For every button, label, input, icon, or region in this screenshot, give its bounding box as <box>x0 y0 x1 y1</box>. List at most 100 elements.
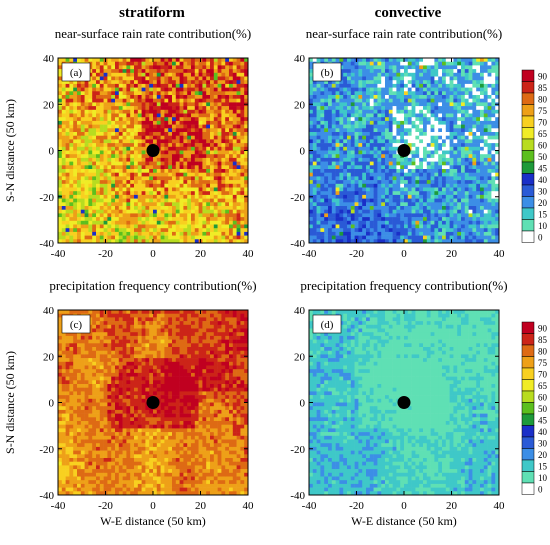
heatmap-cell <box>445 213 450 218</box>
heatmap-cell <box>491 113 496 118</box>
heatmap-cell <box>335 80 340 85</box>
heatmap-cell <box>419 220 424 225</box>
heatmap-cell <box>229 91 234 96</box>
heatmap-cell <box>191 180 196 185</box>
heatmap-cell <box>122 143 127 148</box>
heatmap-cell <box>179 169 184 173</box>
heatmap-cell <box>168 209 173 214</box>
heatmap-cell <box>61 146 66 151</box>
heatmap-cell <box>316 165 321 170</box>
heatmap-cell <box>126 139 131 144</box>
heatmap-cell <box>309 220 314 225</box>
heatmap-cell <box>103 80 108 85</box>
heatmap-cell <box>240 213 245 218</box>
heatmap-cell <box>373 76 378 81</box>
heatmap-cell <box>461 120 466 125</box>
heatmap-cell <box>434 169 439 173</box>
heatmap-cell <box>480 87 485 92</box>
heatmap-cell <box>464 117 469 122</box>
x-tick-label: 20 <box>195 248 207 260</box>
heatmap-cell <box>328 109 333 114</box>
heatmap-cell <box>69 231 74 236</box>
heatmap-cell <box>99 228 104 233</box>
heatmap-cell <box>445 206 450 210</box>
heatmap-cell <box>103 183 108 188</box>
heatmap-cell <box>442 72 447 77</box>
heatmap-cell <box>160 202 165 207</box>
heatmap-cell <box>339 209 344 214</box>
heatmap-cell <box>400 194 405 199</box>
heatmap-cell <box>377 213 382 218</box>
heatmap-cell <box>358 143 363 148</box>
heatmap-cell <box>240 146 245 151</box>
heatmap-cell <box>84 169 89 173</box>
heatmap-cell <box>331 180 336 185</box>
heatmap-cell <box>77 187 82 192</box>
heatmap-cell <box>156 198 161 203</box>
heatmap-cell <box>126 154 131 159</box>
heatmap-cell <box>404 228 409 233</box>
heatmap-cell <box>483 117 488 122</box>
heatmap-cell <box>419 98 424 103</box>
heatmap-cell <box>438 109 443 114</box>
heatmap-cell <box>73 187 78 192</box>
heatmap-cell <box>476 113 481 118</box>
heatmap-cell <box>107 87 112 92</box>
heatmap-cell <box>118 169 123 173</box>
heatmap-cell <box>115 209 120 214</box>
heatmap-cell <box>172 224 177 229</box>
heatmap-cell <box>210 198 215 203</box>
heatmap-cell <box>175 76 180 81</box>
heatmap-cell <box>396 161 401 166</box>
heatmap-cell <box>328 106 333 111</box>
heatmap-cell <box>453 198 458 203</box>
heatmap-cell <box>103 69 108 74</box>
heatmap-cell <box>464 61 469 66</box>
heatmap-cell <box>320 191 325 196</box>
heatmap-cell <box>217 146 222 151</box>
heatmap-cell <box>366 161 371 166</box>
heatmap-cell <box>369 65 374 70</box>
heatmap-cell <box>366 198 371 203</box>
heatmap-cell <box>461 191 466 196</box>
heatmap-cell <box>362 87 367 92</box>
heatmap-cell <box>309 206 314 210</box>
heatmap-cell <box>453 231 458 236</box>
heatmap-cell <box>84 231 89 236</box>
heatmap-cell <box>347 120 352 125</box>
heatmap-cell <box>160 128 165 133</box>
heatmap-cell <box>464 224 469 229</box>
heatmap-cell <box>400 65 405 70</box>
heatmap-cell <box>347 65 352 70</box>
heatmap-cell <box>126 150 131 155</box>
heatmap-cell <box>232 80 237 85</box>
heatmap-cell <box>160 98 165 103</box>
heatmap-cell <box>240 95 245 99</box>
heatmap-cell <box>453 150 458 155</box>
heatmap-cell <box>153 172 158 177</box>
heatmap-cell <box>457 87 462 92</box>
heatmap-cell <box>134 135 139 140</box>
heatmap-cell <box>84 224 89 229</box>
heatmap-cell <box>423 65 428 70</box>
heatmap-cell <box>411 231 416 236</box>
heatmap-cell <box>423 91 428 96</box>
heatmap-cell <box>118 194 123 199</box>
heatmap-cell <box>388 213 393 218</box>
heatmap-cell <box>103 95 108 99</box>
heatmap-cell <box>472 191 477 196</box>
heatmap-cell <box>187 143 192 148</box>
heatmap-cell <box>232 217 237 222</box>
heatmap-cell <box>122 235 127 240</box>
heatmap-cell <box>141 206 146 210</box>
heatmap-cell <box>411 117 416 122</box>
heatmap-cell <box>388 220 393 225</box>
heatmap-cell <box>407 209 412 214</box>
heatmap-cell <box>388 157 393 162</box>
heatmap-cell <box>445 120 450 125</box>
heatmap-cell <box>130 228 135 233</box>
heatmap-cell <box>438 143 443 148</box>
heatmap-cell <box>423 206 428 210</box>
heatmap-cell <box>149 228 154 233</box>
heatmap-cell <box>400 117 405 122</box>
